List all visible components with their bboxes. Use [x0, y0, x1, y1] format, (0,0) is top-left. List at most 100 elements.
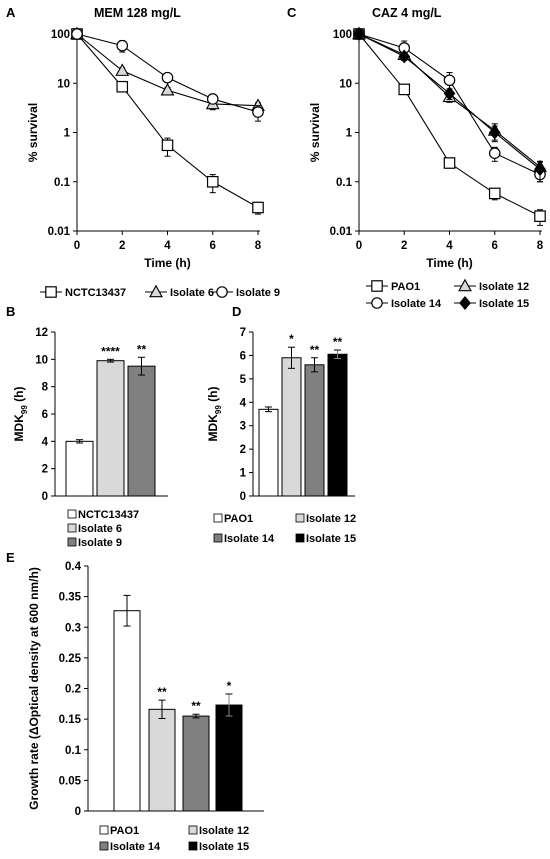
- legend-swatch: [99, 841, 109, 851]
- y-title-part: MDK: [12, 414, 26, 442]
- significance-label: **: [191, 699, 201, 713]
- legend-item-C-0: PAO1: [366, 280, 420, 293]
- y-title-part: MDK: [206, 414, 220, 442]
- y-tick-label: 7: [240, 327, 246, 339]
- y-tick-label: 8: [42, 382, 49, 394]
- y-tick-label: 0.1: [65, 745, 82, 757]
- series-C-0: [353, 28, 546, 226]
- panel-label-B: B: [6, 304, 15, 319]
- y-tick-label: 0.2: [65, 684, 81, 696]
- legend-label: Isolate 6: [78, 523, 122, 535]
- bar: [96, 360, 125, 497]
- y-axis-title-E: Growth rate (ΔOptical density at 600 nm/…: [27, 567, 41, 810]
- y-tick-label: 5: [240, 374, 247, 386]
- panel-label-D: D: [232, 304, 241, 319]
- series-A-0: [71, 28, 264, 215]
- significance-label: **: [333, 335, 343, 349]
- data-point: [116, 39, 129, 52]
- legend-swatch: [295, 533, 305, 543]
- legend-item-A-2: Isolate 9: [211, 286, 280, 299]
- data-point: [488, 147, 501, 159]
- y-axis-title-A: % survival: [26, 103, 40, 162]
- y-tick-label: 1: [346, 128, 353, 140]
- legend-marker: [216, 286, 228, 298]
- y-tick-label: 3: [240, 421, 246, 433]
- y-axis-title-B: MDK99 (h): [12, 387, 29, 442]
- x-tick-label: 8: [537, 240, 544, 252]
- data-point: [398, 49, 411, 64]
- legend-swatch: [67, 509, 77, 519]
- legend-label: Isolate 14: [110, 841, 161, 853]
- data-point: [206, 175, 219, 188]
- legend-swatch: [295, 513, 305, 523]
- legend-swatch: [99, 825, 109, 835]
- y-tick-label: 0.4: [65, 561, 82, 573]
- y-tick-label: 0.25: [59, 653, 82, 665]
- x-tick-label: 4: [446, 240, 453, 252]
- legend-item-C-2: Isolate 14: [366, 297, 442, 310]
- bar: [327, 353, 348, 497]
- bar: [113, 610, 141, 812]
- legend-label: Isolate 15: [306, 533, 356, 545]
- chart-E: E 0 0.05 0.1 0.15 0.2 0.25 0.3 0.35 0.4 Growth rat…: [6, 550, 264, 853]
- data-point: [398, 83, 411, 96]
- data-point: [160, 82, 175, 96]
- data-point: [252, 201, 264, 214]
- legend-item-D-0: PAO1: [213, 513, 253, 525]
- y-tick-label: 0.1: [54, 177, 71, 189]
- y-tick-label: 10: [57, 78, 70, 90]
- legend-label: PAO1: [391, 281, 420, 293]
- x-tick-label: 2: [401, 240, 407, 252]
- legend-label: Isolate 14: [391, 298, 442, 310]
- x-tick-label: 0: [356, 240, 362, 252]
- x-tick-label: 4: [164, 240, 171, 252]
- bar: [65, 440, 94, 497]
- legend-item-C-1: Isolate 12: [454, 278, 529, 293]
- y-tick-label: 6: [240, 350, 246, 362]
- legend-item-A-1: Isolate 6: [145, 284, 214, 299]
- data-point: [115, 63, 130, 76]
- legend-item-B-0: NCTC13437: [67, 509, 139, 521]
- data-point: [161, 139, 174, 152]
- y-title-part: (h): [206, 387, 220, 406]
- legend-label: NCTC13437: [65, 287, 126, 299]
- legend-swatch: [188, 825, 198, 835]
- legend-label: Isolate 6: [170, 287, 214, 299]
- chart-A: A MEM 128 mg/L 0.01 0.1 1 10 100 0 2 4 6 8 Time (h)%…: [6, 5, 280, 299]
- legend-swatch: [188, 841, 198, 851]
- legend-marker: [458, 278, 472, 292]
- y-tick-label: 0.1: [336, 177, 353, 189]
- y-tick-label: 4: [240, 397, 247, 409]
- legend-item-D-1: Isolate 12: [295, 513, 356, 525]
- bar: [148, 708, 176, 812]
- data-point: [443, 74, 456, 87]
- y-tick-label: 0.05: [59, 775, 82, 787]
- legend-swatch: [213, 513, 223, 523]
- bar: [258, 408, 279, 497]
- y-axis-title-D: MDK99 (h): [206, 387, 223, 442]
- x-tick-label: 0: [74, 240, 80, 252]
- legend-label: Isolate 15: [199, 841, 249, 853]
- y-tick-label: 2: [240, 444, 246, 456]
- x-axis-title-C: Time (h): [426, 256, 472, 270]
- legend-swatch: [67, 537, 77, 547]
- y-tick-label: 1: [240, 468, 247, 480]
- x-axis-title-A: Time (h): [144, 256, 190, 270]
- bar: [215, 704, 243, 812]
- series-line: [358, 33, 541, 176]
- legend-item-E-3: Isolate 15: [188, 841, 249, 853]
- significance-label: **: [157, 685, 167, 699]
- data-point: [71, 28, 83, 40]
- x-tick-label: 8: [255, 240, 262, 252]
- legend-marker: [45, 286, 57, 298]
- legend-label: PAO1: [110, 825, 139, 837]
- y-tick-label: 100: [333, 29, 352, 41]
- legend-label: Isolate 9: [236, 287, 280, 299]
- chart-title-A: MEM 128 mg/L: [94, 6, 181, 20]
- y-tick-label: 2: [42, 464, 48, 476]
- chart-title-C: CAZ 4 mg/L: [372, 6, 442, 20]
- y-title-part: (h): [12, 387, 26, 406]
- data-point: [488, 187, 501, 200]
- legend-label: Isolate 12: [306, 513, 356, 525]
